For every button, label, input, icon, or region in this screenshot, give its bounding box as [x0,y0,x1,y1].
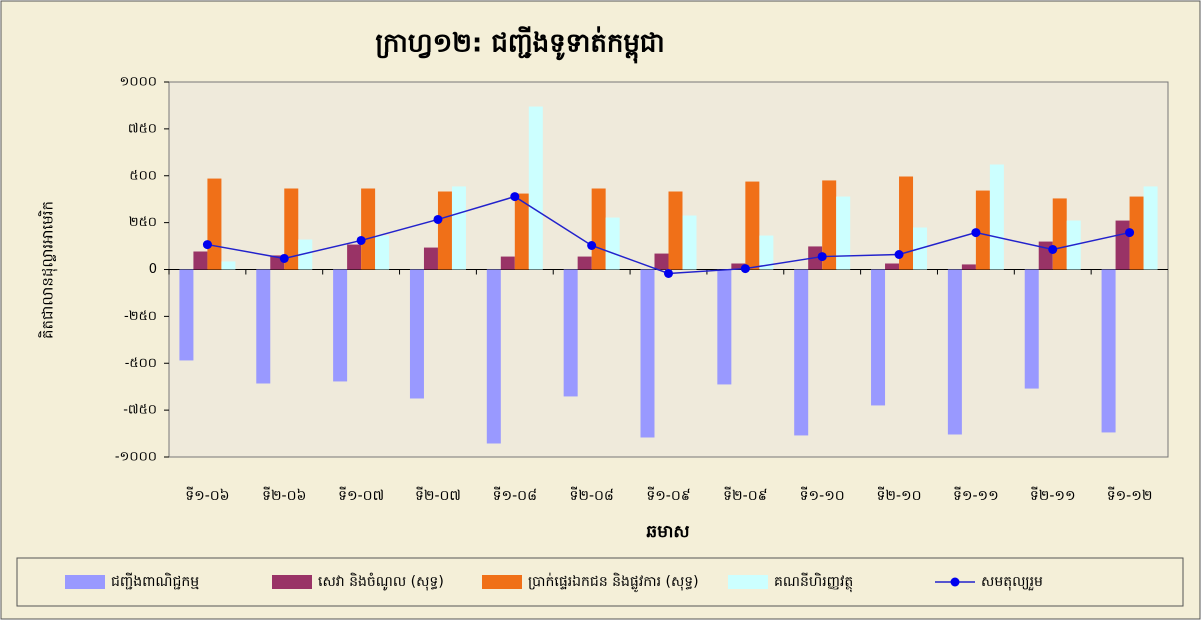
point [971,228,981,238]
x-tick-label: ទី២-០៨ [569,486,613,504]
y-tick-label: -៥០០ [125,356,157,371]
point [202,240,212,250]
bar [563,269,578,397]
legend-label: ជញ្ជីងពាណិជ្ជកម្ម [111,572,199,590]
x-tick-label: ទី២-១០ [877,486,922,504]
x-tick-label: ទី២-១១ [1030,486,1076,504]
bar [500,256,515,270]
bar [885,263,900,270]
point [740,264,750,274]
x-tick-label: ទី២-០៩ [723,486,767,504]
point [664,268,673,278]
bar [717,269,732,385]
x-tick-label: ទី១-១១ [953,486,999,504]
legend-swatch [950,577,960,587]
y-tick-label: ២៥០ [129,215,157,230]
bar [759,235,774,270]
bar [731,263,746,270]
bar [437,191,452,270]
bar [409,269,424,399]
bar [989,164,1004,270]
bar [298,239,313,270]
bar [961,264,976,270]
legend-swatch [728,575,768,589]
point [587,241,597,250]
bar [836,196,851,270]
bar [1101,269,1116,433]
x-tick-label: ទី១-០៦ [185,486,229,504]
y-axis-label: គិតជាលានដុល្លារអាមេរិក [38,201,58,339]
x-tick-label: ទី២-០៦ [262,486,306,504]
y-tick-label: -១០០០ [115,450,157,465]
bar [794,269,809,436]
x-tick-label: ទី១-១០ [800,486,845,504]
bar [361,188,376,270]
bar [577,256,592,270]
bar [347,244,362,270]
bar [654,253,669,270]
bar [682,215,697,270]
bar [284,188,299,270]
bar [1115,220,1130,270]
bar [486,269,501,444]
point [894,250,904,259]
legend-swatch [272,575,312,589]
bar [451,186,466,270]
bar [375,235,390,270]
legend-label: សមតុល្យរួម [981,574,1043,591]
bar [947,269,962,435]
y-tick-label: -៧៥០ [123,403,157,418]
y-tick-label: -២៥០ [124,309,157,324]
bar [668,191,683,270]
x-tick-label: ទី១-០៧ [338,486,384,504]
point [433,214,443,224]
bar [605,217,620,270]
bar [514,193,529,270]
bar [528,106,543,270]
legend-swatch [482,575,522,589]
y-tick-label: ៧៥០ [128,121,157,136]
legend-label: ប្រាក់ផ្ទេរឯកជន និងផ្លូវការ (សុទ្ធ) [528,572,699,593]
bar [822,180,837,270]
legend-label: សេវា និងចំណូល (សុទ្ធ) [318,572,444,591]
bar [423,247,438,270]
x-tick-label: ទី១-១២ [1107,486,1153,504]
bar [193,251,208,270]
bar [1052,198,1067,270]
legend [16,557,1184,607]
point [817,252,827,262]
bar [745,181,760,270]
x-axis-label: ឆមាស [646,522,689,542]
y-tick-label: ៥០០ [129,168,157,183]
bar [1143,186,1158,270]
bar [179,269,194,361]
point [1048,244,1058,254]
y-tick-label: 0 [149,262,157,277]
bar [333,269,348,382]
legend-swatch [65,575,105,589]
bar [256,269,271,384]
y-tick-label: ១០០០ [120,75,157,90]
bar [591,188,606,270]
point [510,192,520,202]
bar [221,261,236,270]
bar [207,178,222,270]
bar [1129,196,1144,270]
point [279,253,289,263]
bar [975,190,990,270]
legend-label: គណនីហិរញ្ញវត្ថុ [774,572,853,593]
bar [899,176,914,270]
x-tick-label: ទី១-០៨ [493,486,537,504]
chart-title: ក្រាហ្វ១២: ជញ្ជីងទូទាត់កម្ពុជា [375,26,664,64]
bar [871,269,886,406]
bar [640,269,655,438]
x-tick-label: ទី១-០៩ [646,486,690,504]
bar [1024,269,1039,389]
point [356,235,366,245]
point [1125,228,1135,238]
x-tick-label: ទី២-០៧ [415,486,461,504]
